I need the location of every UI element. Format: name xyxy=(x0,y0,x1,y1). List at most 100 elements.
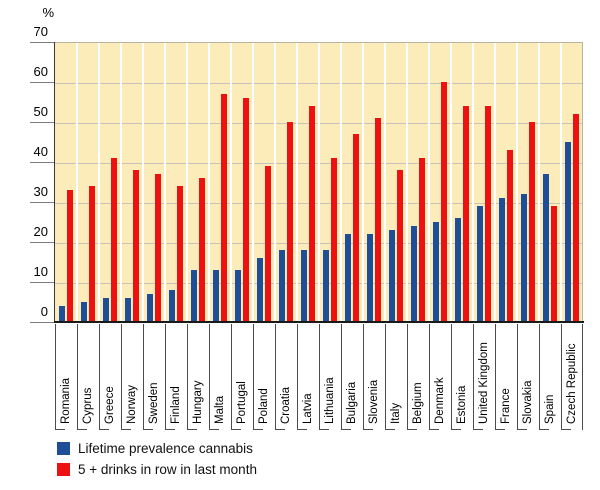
bar-cannabis-spain xyxy=(543,174,549,322)
bar-drinks-united-kingdom xyxy=(485,106,491,322)
x-label-cell-poland: Poland xyxy=(253,324,275,430)
bar-drinks-lithuania xyxy=(331,158,337,322)
bar-cannabis-croatia xyxy=(279,250,285,322)
bar-cannabis-malta xyxy=(213,270,219,322)
x-label-cell-united-kingdom: United Kingdom xyxy=(473,324,495,430)
gridline-x-21 xyxy=(516,43,518,322)
y-tick-label-20: 20 xyxy=(33,224,48,239)
x-label-belgium: Belgium xyxy=(412,382,424,424)
x-label-italy: Italy xyxy=(390,402,402,424)
gridline-x-12 xyxy=(318,43,320,322)
x-label-norway: Norway xyxy=(126,385,138,424)
gridline-x-10 xyxy=(274,43,276,322)
plot-area xyxy=(55,42,583,322)
x-label-cell-romania: Romania xyxy=(55,324,77,430)
x-label-finland: Finland xyxy=(170,386,182,424)
bar-cannabis-greece xyxy=(103,298,109,322)
x-label-hungary: Hungary xyxy=(192,380,204,424)
bar-drinks-romania xyxy=(67,190,73,322)
x-label-slovenia: Slovenia xyxy=(368,379,380,424)
bar-cannabis-denmark xyxy=(433,222,439,322)
x-label-cell-malta: Malta xyxy=(209,324,231,430)
x-label-cell-bulgaria: Bulgaria xyxy=(341,324,363,430)
x-label-cell-spain: Spain xyxy=(539,324,561,430)
gridline-x-9 xyxy=(252,43,254,322)
x-label-cell-croatia: Croatia xyxy=(275,324,297,430)
gridline-x-1 xyxy=(76,43,78,322)
x-label-poland: Poland xyxy=(258,388,270,424)
bar-cannabis-united-kingdom xyxy=(477,206,483,322)
x-label-bulgaria: Bulgaria xyxy=(346,381,358,424)
x-label-cyprus: Cyprus xyxy=(82,387,94,424)
x-label-cell-slovenia: Slovenia xyxy=(363,324,385,430)
bar-cannabis-belgium xyxy=(411,226,417,322)
bar-drinks-latvia xyxy=(309,106,315,322)
gridline-x-20 xyxy=(494,43,496,322)
bar-drinks-slovakia xyxy=(529,122,535,322)
y-tick-label-70: 70 xyxy=(33,24,48,39)
bar-cannabis-cyprus xyxy=(81,302,87,322)
x-label-cell-finland: Finland xyxy=(165,324,187,430)
x-label-cell-cyprus: Cyprus xyxy=(77,324,99,430)
gridline-x-7 xyxy=(208,43,210,322)
bar-cannabis-latvia xyxy=(301,250,307,322)
bar-drinks-france xyxy=(507,150,513,322)
y-tick-60 xyxy=(30,82,55,83)
y-tick-0 xyxy=(30,322,55,323)
legend-item-cannabis: Lifetime prevalence cannabis xyxy=(57,441,257,456)
gridline-x-2 xyxy=(98,43,100,322)
x-label-malta: Malta xyxy=(214,395,226,424)
bar-cannabis-romania xyxy=(59,306,65,322)
bar-drinks-portugal xyxy=(243,98,249,322)
x-label-cell-italy: Italy xyxy=(385,324,407,430)
bar-cannabis-portugal xyxy=(235,270,241,322)
y-tick-70 xyxy=(30,42,55,43)
bar-drinks-poland xyxy=(265,166,271,322)
gridline-x-13 xyxy=(340,43,342,322)
bar-drinks-finland xyxy=(177,186,183,322)
gridline-x-17 xyxy=(428,43,430,322)
gridline-x-16 xyxy=(406,43,408,322)
legend: Lifetime prevalence cannabis 5 + drinks … xyxy=(57,441,257,483)
x-label-denmark: Denmark xyxy=(434,377,446,424)
gridline-x-4 xyxy=(142,43,144,322)
x-label-greece: Greece xyxy=(104,386,116,424)
x-label-croatia: Croatia xyxy=(280,386,292,424)
y-axis-line xyxy=(54,42,55,323)
bar-cannabis-sweden xyxy=(147,294,153,322)
x-label-sweden: Sweden xyxy=(148,382,160,424)
gridline-x-5 xyxy=(164,43,166,322)
bar-drinks-croatia xyxy=(287,122,293,322)
bar-drinks-italy xyxy=(397,170,403,322)
gridline-x-8 xyxy=(230,43,232,322)
bar-drinks-czech-republic xyxy=(573,114,579,322)
y-tick-label-0: 0 xyxy=(40,304,48,319)
bar-cannabis-norway xyxy=(125,298,131,322)
bar-cannabis-poland xyxy=(257,258,263,322)
x-label-cell-czech-republic: Czech Republic xyxy=(561,324,583,430)
bar-drinks-hungary xyxy=(199,178,205,322)
y-tick-10 xyxy=(30,282,55,283)
bar-drinks-norway xyxy=(133,170,139,322)
x-label-portugal: Portugal xyxy=(236,381,248,424)
x-label-cell-estonia: Estonia xyxy=(451,324,473,430)
bar-drinks-cyprus xyxy=(89,186,95,322)
y-axis-unit-label: % xyxy=(42,5,54,20)
x-label-cell-portugal: Portugal xyxy=(231,324,253,430)
x-label-spain: Spain xyxy=(544,394,556,424)
x-label-cell-slovakia: Slovakia xyxy=(517,324,539,430)
x-label-cell-denmark: Denmark xyxy=(429,324,451,430)
x-label-cell-norway: Norway xyxy=(121,324,143,430)
bar-cannabis-slovakia xyxy=(521,194,527,322)
x-label-latvia: Latvia xyxy=(302,393,314,424)
gridline-x-15 xyxy=(384,43,386,322)
bar-drinks-spain xyxy=(551,206,557,322)
gridline-x-6 xyxy=(186,43,188,322)
y-tick-label-30: 30 xyxy=(33,184,48,199)
x-axis-line xyxy=(54,321,584,323)
y-tick-30 xyxy=(30,202,55,203)
bar-cannabis-finland xyxy=(169,290,175,322)
y-tick-40 xyxy=(30,162,55,163)
y-tick-50 xyxy=(30,122,55,123)
